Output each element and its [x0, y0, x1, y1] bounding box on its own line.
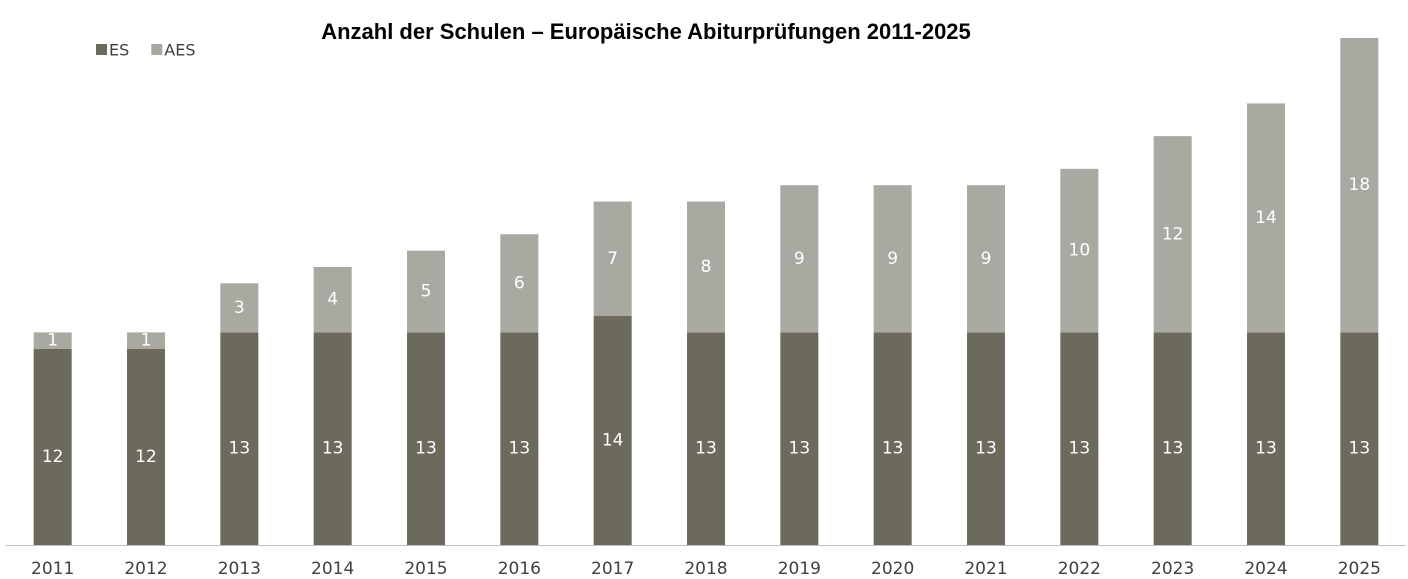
- bar-segment: [1060, 332, 1099, 545]
- value-label: 12: [135, 447, 157, 467]
- value-label: 13: [1349, 439, 1371, 459]
- x-tick-label: 2013: [218, 559, 261, 579]
- value-label: 9: [981, 249, 992, 269]
- bar-segment: [873, 332, 912, 545]
- x-tick-label: 2012: [124, 559, 167, 579]
- x-tick-label: 2025: [1338, 559, 1381, 579]
- bar-segment: [873, 185, 912, 333]
- bar-segment: [33, 348, 72, 545]
- bar-segment: [1340, 38, 1379, 333]
- bar-segment: [500, 234, 539, 333]
- value-label: 13: [882, 439, 904, 459]
- bar-segment: [407, 332, 445, 545]
- bar-segment: [500, 332, 539, 545]
- bar-segment: [1060, 168, 1099, 333]
- x-tick-label: 2014: [311, 559, 354, 579]
- value-label: 13: [229, 439, 251, 459]
- value-label: 10: [1069, 241, 1091, 261]
- x-tick-label: 2022: [1058, 559, 1101, 579]
- value-label: 13: [509, 439, 531, 459]
- bar-segment: [593, 316, 632, 545]
- bar-segment: [780, 332, 819, 545]
- bar-segment: [1247, 103, 1285, 333]
- bar-segment: [127, 348, 165, 545]
- bar-segment: [687, 332, 725, 545]
- bar-segment: [313, 332, 352, 545]
- bar-segment: [33, 332, 72, 349]
- bar-segment: [593, 201, 632, 317]
- value-label: 12: [1162, 224, 1184, 244]
- legend-swatch: [151, 44, 163, 55]
- x-tick-label: 2011: [31, 559, 74, 579]
- value-label: 13: [695, 439, 717, 459]
- bar-segment: [1153, 332, 1192, 545]
- legend-label: ES: [109, 41, 129, 60]
- bar-segment: [220, 283, 259, 333]
- legend-label: AES: [164, 41, 195, 60]
- value-label: 13: [415, 439, 437, 459]
- x-tick-label: 2024: [1244, 559, 1287, 579]
- bar-segment: [313, 266, 352, 333]
- value-label: 4: [327, 290, 338, 310]
- value-label: 9: [887, 249, 898, 269]
- value-label: 13: [975, 439, 997, 459]
- value-label: 6: [514, 273, 525, 293]
- bar-segment: [687, 201, 725, 333]
- x-tick-label: 2015: [404, 559, 447, 579]
- x-tick-label: 2017: [591, 559, 634, 579]
- value-label: 13: [322, 439, 344, 459]
- x-tick-label: 2019: [778, 559, 821, 579]
- value-label: 13: [1255, 439, 1277, 459]
- chart-title: Anzahl der Schulen – Europäische Abiturp…: [321, 19, 971, 44]
- x-tick-label: 2023: [1151, 559, 1194, 579]
- bar-segment: [220, 332, 259, 545]
- bar-segment: [1340, 332, 1379, 545]
- value-label: 14: [1255, 208, 1277, 228]
- x-tick-label: 2016: [498, 559, 541, 579]
- value-label: 1: [47, 331, 58, 351]
- value-label: 3: [234, 298, 245, 318]
- value-label: 7: [607, 249, 618, 269]
- bar-segment: [967, 332, 1005, 545]
- bar-segment: [127, 332, 165, 349]
- x-tick-label: 2020: [871, 559, 914, 579]
- value-label: 13: [789, 439, 811, 459]
- bar-segment: [407, 250, 445, 333]
- bar-segment: [1153, 136, 1192, 333]
- value-label: 13: [1069, 439, 1091, 459]
- legend-swatch: [96, 44, 107, 55]
- value-label: 13: [1162, 439, 1184, 459]
- x-tick-label: 2021: [964, 559, 1007, 579]
- value-label: 12: [42, 447, 64, 467]
- value-label: 8: [701, 257, 712, 277]
- bar-segment: [780, 185, 819, 333]
- value-label: 5: [421, 282, 432, 302]
- value-label: 18: [1349, 175, 1371, 195]
- x-tick-label: 2018: [684, 559, 727, 579]
- value-label: 9: [794, 249, 805, 269]
- bar-segment: [967, 185, 1005, 333]
- value-label: 1: [141, 331, 152, 351]
- value-label: 14: [602, 431, 624, 451]
- bar-segment: [1247, 332, 1285, 545]
